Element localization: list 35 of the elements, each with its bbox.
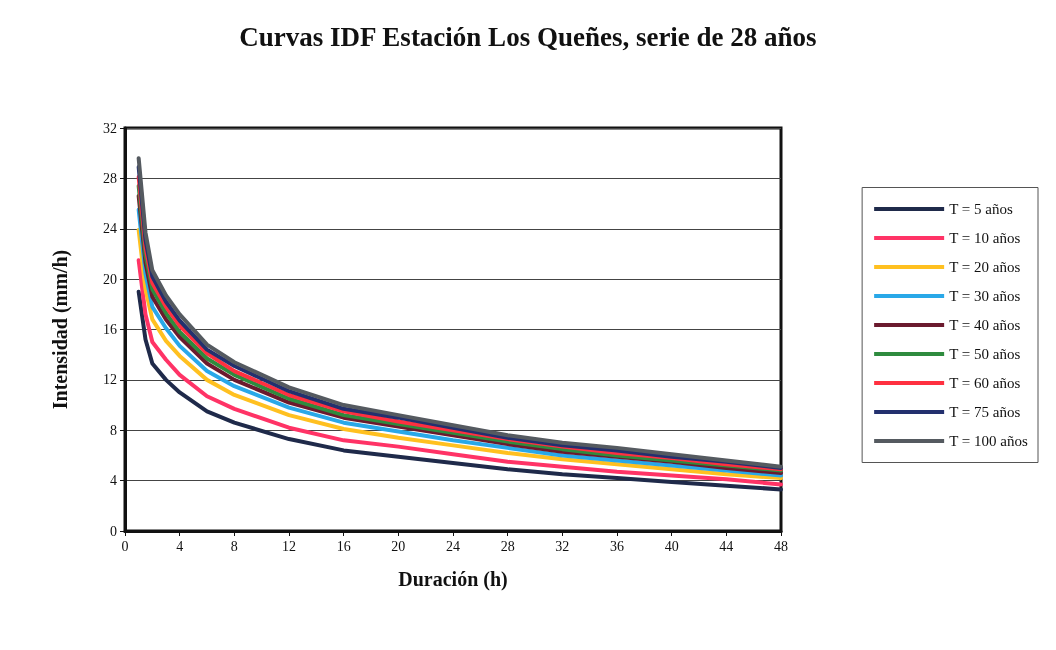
y-tick-label: 8 [110,422,117,438]
x-tick-label: 36 [610,538,624,554]
y-axis-title: Intensidad (mm/h) [49,249,72,410]
x-tick-label: 28 [500,538,515,554]
x-tick-label: 0 [121,538,129,554]
x-tick-label: 48 [774,538,788,554]
y-tick-label: 28 [103,170,117,186]
x-tick-label: 40 [664,538,679,554]
legend-label: T = 50 años [949,346,1021,362]
x-tick-label: 12 [282,538,296,554]
line-series [136,289,783,492]
x-tick-label: 44 [719,538,734,554]
legend-label: T = 20 años [949,259,1021,275]
x-tick-label: 4 [176,538,184,554]
y-tick-label: 4 [110,473,117,489]
y-tick-label: 24 [103,221,117,237]
legend-label: T = 75 años [949,404,1021,420]
x-tick-label: 20 [391,538,406,554]
y-tick-label: 20 [103,271,117,287]
x-tick-label: 16 [336,538,351,554]
legend-label: T = 100 años [949,433,1028,449]
legend-label: T = 40 años [949,317,1021,333]
legend-label: T = 60 años [949,375,1021,391]
x-tick-label: 32 [555,538,570,554]
x-tick-label: 24 [446,538,460,554]
legend-label: T = 30 años [949,288,1021,304]
y-tick-label: 32 [103,120,117,136]
y-tick-label: 12 [103,372,117,388]
x-axis-title: Duración (h) [398,568,508,591]
legend-label: T = 10 años [949,230,1021,246]
chart-title: Curvas IDF Estación Los Queñes, serie de 28 años [239,21,817,52]
x-tick-label: 8 [230,538,238,554]
y-tick-label: 0 [110,523,117,539]
legend-label: T = 5 años [949,201,1013,217]
y-tick-label: 16 [103,322,117,337]
